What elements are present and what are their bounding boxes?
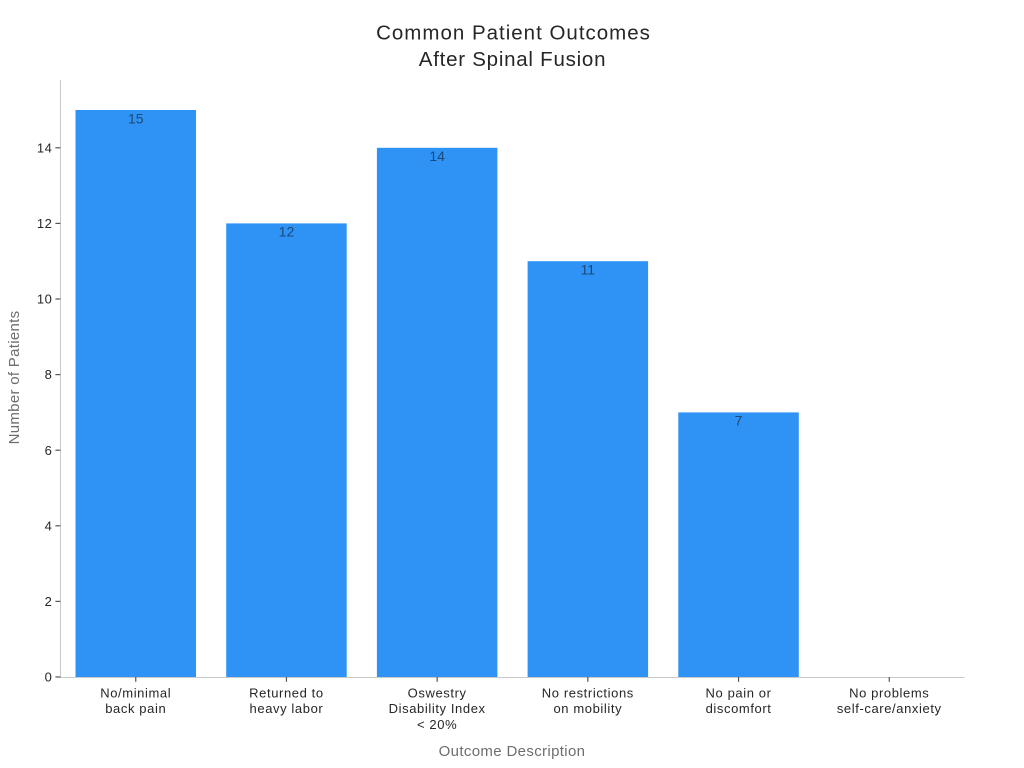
svg-text:14: 14 bbox=[37, 140, 52, 155]
svg-text:No/minimal: No/minimal bbox=[100, 685, 171, 700]
svg-text:After Spinal Fusion: After Spinal Fusion bbox=[419, 48, 606, 71]
svg-text:self-care/anxiety: self-care/anxiety bbox=[837, 701, 942, 716]
svg-text:back pain: back pain bbox=[105, 701, 166, 716]
svg-text:Common Patient Outcomes: Common Patient Outcomes bbox=[376, 22, 651, 45]
svg-text:12: 12 bbox=[279, 224, 295, 240]
svg-text:15: 15 bbox=[128, 110, 144, 126]
svg-text:4: 4 bbox=[45, 518, 53, 533]
svg-text:discomfort: discomfort bbox=[706, 701, 772, 716]
svg-text:Disability Index: Disability Index bbox=[389, 701, 486, 716]
svg-text:Returned to: Returned to bbox=[249, 685, 324, 700]
svg-text:Oswestry: Oswestry bbox=[408, 685, 467, 700]
svg-text:11: 11 bbox=[581, 262, 596, 278]
svg-text:No restrictions: No restrictions bbox=[542, 685, 634, 700]
svg-text:< 20%: < 20% bbox=[417, 717, 457, 732]
svg-text:10: 10 bbox=[37, 292, 52, 307]
svg-text:on mobility: on mobility bbox=[553, 701, 622, 716]
svg-text:Number of Patients: Number of Patients bbox=[6, 311, 23, 445]
svg-text:8: 8 bbox=[45, 367, 53, 382]
svg-text:6: 6 bbox=[45, 443, 53, 458]
svg-text:0: 0 bbox=[45, 670, 53, 685]
svg-text:12: 12 bbox=[37, 216, 52, 231]
svg-text:heavy labor: heavy labor bbox=[250, 701, 324, 716]
svg-text:7: 7 bbox=[735, 413, 743, 429]
svg-text:Outcome Description: Outcome Description bbox=[439, 743, 586, 760]
svg-text:No problems: No problems bbox=[849, 685, 929, 700]
svg-text:No pain or: No pain or bbox=[706, 685, 772, 700]
svg-text:2: 2 bbox=[45, 594, 53, 609]
svg-text:14: 14 bbox=[429, 148, 445, 164]
